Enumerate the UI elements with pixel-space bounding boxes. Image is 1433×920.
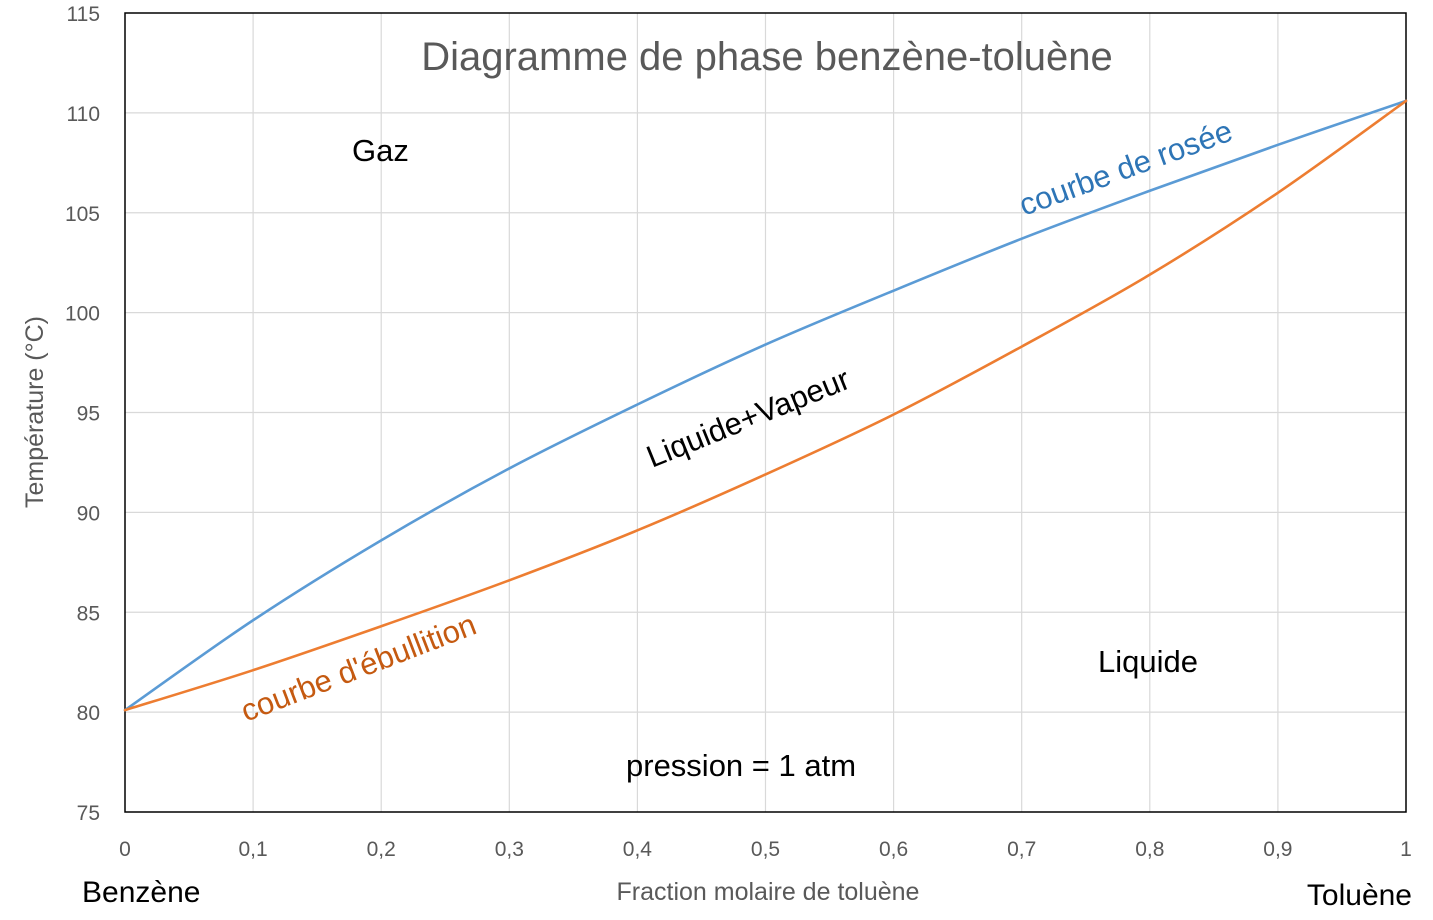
chart-title: Diagramme de phase benzène-toluène: [421, 35, 1113, 79]
dew-curve-line: [123, 99, 1408, 712]
y-axis-ticks: 75 80 85 90 95 100 105 110 115: [65, 3, 100, 825]
right-end-label: Toluène: [1307, 879, 1412, 912]
y-tick-label: 110: [67, 103, 100, 126]
dew-curve-label: courbe de rosée: [1014, 113, 1237, 223]
x-tick-label: 0,3: [495, 838, 524, 861]
x-tick-label: 0,8: [1135, 838, 1164, 861]
x-tick-label: 0,5: [751, 838, 780, 861]
y-tick-label: 80: [77, 702, 100, 725]
x-axis-title: Fraction molaire de toluène: [617, 878, 920, 906]
pressure-label: pression = 1 atm: [626, 748, 856, 783]
x-tick-label: 0,2: [367, 838, 396, 861]
series-lines: [123, 99, 1408, 712]
x-tick-label: 1: [1400, 838, 1412, 861]
y-tick-label: 75: [77, 802, 100, 825]
y-tick-label: 95: [77, 403, 100, 426]
boiling-curve-label: courbe d'ébullition: [236, 607, 481, 729]
y-tick-label: 105: [65, 203, 100, 226]
x-tick-label: 0: [119, 838, 131, 861]
left-end-label: Benzène: [82, 876, 200, 909]
region-label-liquid: Liquide: [1098, 644, 1198, 679]
plot-area-frame: [124, 12, 1407, 813]
region-label-gas: Gaz: [352, 133, 409, 168]
x-tick-label: 0,1: [238, 838, 267, 861]
x-tick-label: 0,7: [1007, 838, 1036, 861]
x-axis-ticks: 0 0,1 0,2 0,3 0,4 0,5 0,6 0,7 0,8 0,9 1: [119, 838, 1412, 861]
x-tick-label: 0,6: [879, 838, 908, 861]
region-label-two-phase: Liquide+Vapeur: [642, 361, 855, 474]
y-tick-label: 85: [77, 602, 100, 625]
grid-lines: [125, 13, 1406, 812]
x-tick-label: 0,4: [623, 838, 653, 861]
y-tick-label: 115: [67, 3, 100, 26]
y-tick-label: 100: [65, 303, 100, 326]
boiling-curve-line: [123, 99, 1408, 712]
x-tick-label: 0,9: [1263, 838, 1292, 861]
y-axis-title: Température (°C): [21, 316, 49, 508]
y-tick-label: 90: [77, 502, 100, 525]
